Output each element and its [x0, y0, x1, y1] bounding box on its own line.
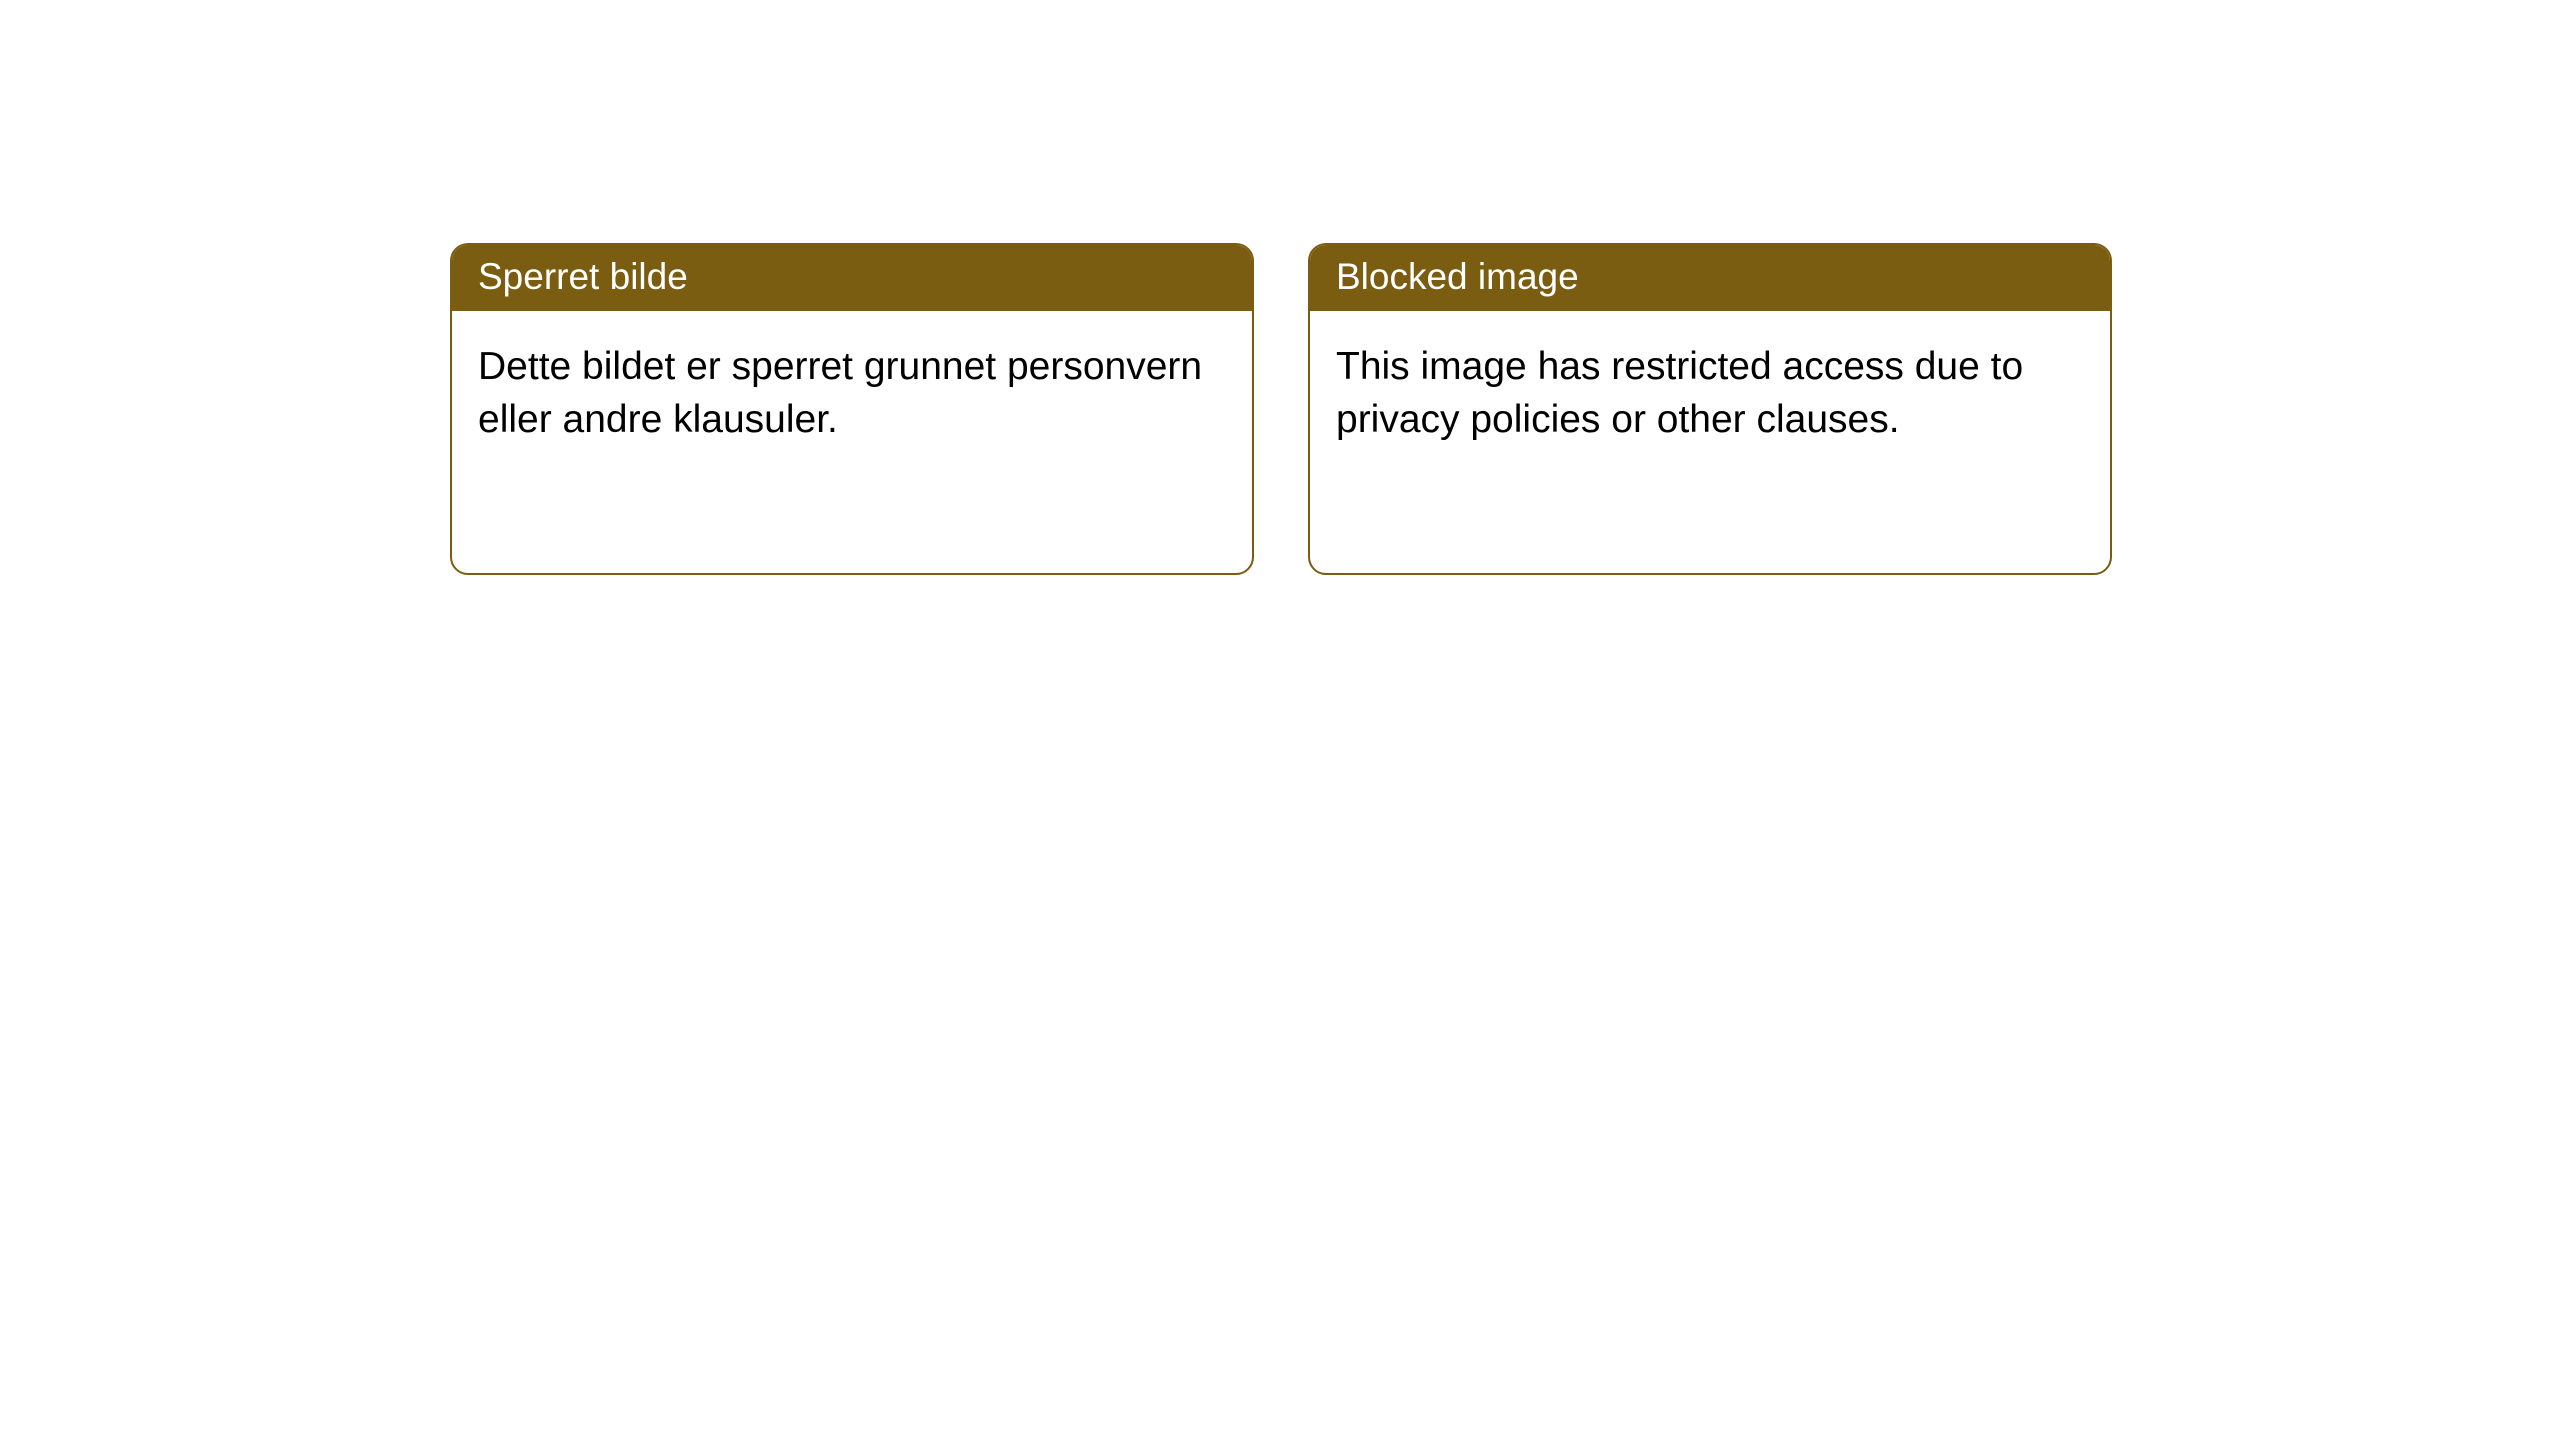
notice-cards-container: Sperret bilde Dette bildet er sperret gr…: [0, 0, 2560, 575]
card-body-text: Dette bildet er sperret grunnet personve…: [478, 345, 1202, 441]
blocked-image-card-en: Blocked image This image has restricted …: [1308, 243, 2112, 575]
card-body: This image has restricted access due to …: [1310, 311, 2110, 476]
card-body: Dette bildet er sperret grunnet personve…: [452, 311, 1252, 476]
card-header: Sperret bilde: [452, 245, 1252, 311]
card-title: Blocked image: [1336, 256, 1579, 297]
blocked-image-card-no: Sperret bilde Dette bildet er sperret gr…: [450, 243, 1254, 575]
card-header: Blocked image: [1310, 245, 2110, 311]
card-title: Sperret bilde: [478, 256, 688, 297]
card-body-text: This image has restricted access due to …: [1336, 345, 2023, 441]
